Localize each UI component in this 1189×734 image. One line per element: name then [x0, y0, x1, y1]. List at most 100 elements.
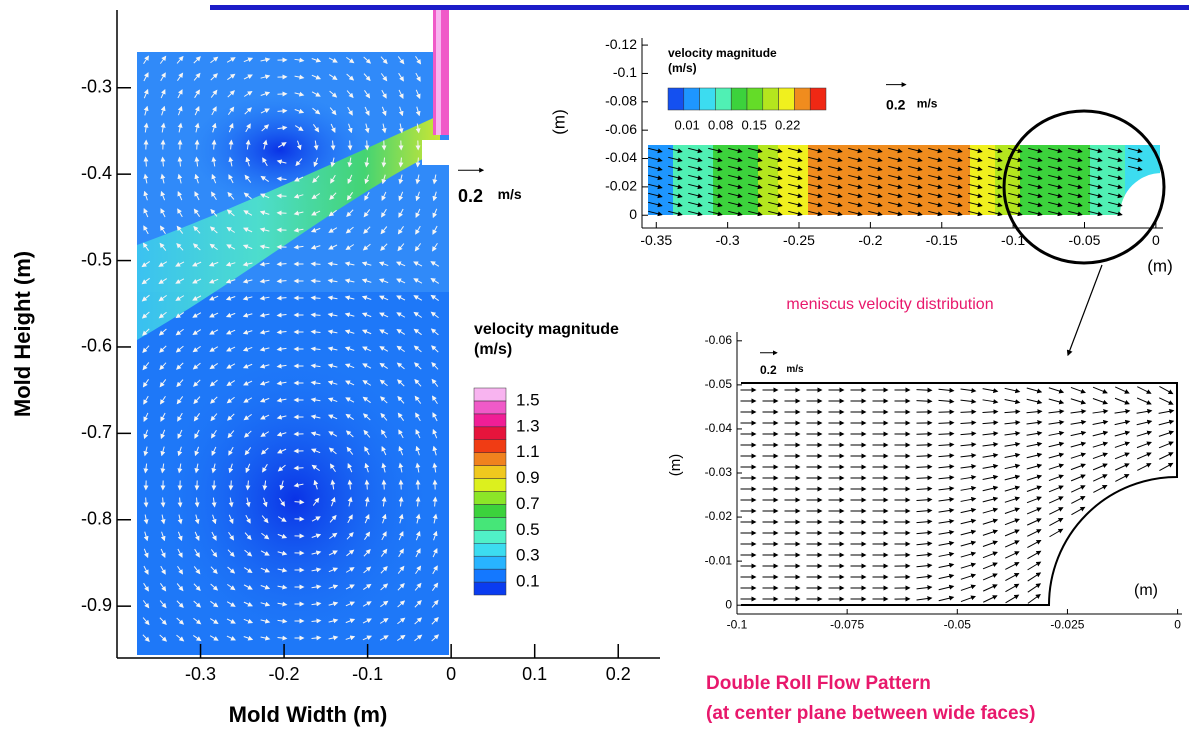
flow-arrow — [381, 462, 387, 473]
flow-arrow — [848, 165, 863, 172]
flow-arrow — [159, 379, 167, 388]
flow-arrow — [708, 183, 723, 190]
flow-arrow — [311, 533, 322, 539]
flow-arrow — [363, 56, 372, 64]
flow-arrow — [259, 346, 270, 352]
flow-arrow — [1108, 165, 1123, 172]
flow-arrow — [748, 210, 763, 217]
flow-arrow — [228, 531, 235, 541]
flow-arrow — [432, 548, 438, 558]
flow-arrow — [159, 225, 166, 235]
flow-arrow — [888, 147, 903, 154]
flow-arrow — [160, 105, 166, 116]
flow-arrow — [175, 345, 184, 353]
y-tick-label: -0.7 — [81, 422, 112, 442]
y-tick-label: -0.8 — [81, 509, 112, 529]
flow-arrow — [177, 105, 183, 116]
flow-arrow — [398, 72, 404, 82]
flow-arrow — [311, 57, 322, 63]
flow-arrow — [868, 210, 883, 217]
flow-arrow — [960, 518, 977, 525]
flow-arrow — [228, 463, 234, 474]
flow-arrow — [378, 261, 389, 267]
flow-arrow — [888, 174, 903, 181]
flow-arrow — [160, 89, 166, 99]
flow-arrow — [276, 312, 287, 318]
flow-arrow — [988, 156, 1003, 163]
flow-arrow — [916, 585, 933, 591]
flow-arrow — [688, 192, 703, 199]
flow-arrows — [141, 55, 440, 642]
colorbar-tick-label: 1.5 — [516, 390, 540, 409]
flow-arrow — [1048, 463, 1065, 470]
flow-arrow — [176, 617, 185, 625]
flow-arrow — [226, 601, 236, 607]
flow-arrow — [327, 346, 338, 352]
flow-arrow — [1026, 463, 1043, 470]
flow-arrow — [345, 601, 356, 607]
flow-arrow — [379, 329, 389, 335]
flow-arrow — [868, 174, 883, 181]
flow-arrow — [380, 583, 389, 591]
flow-arrow — [708, 147, 723, 154]
flow-arrow — [310, 363, 321, 369]
flow-arrow — [728, 183, 743, 190]
flow-arrow — [768, 165, 783, 172]
flow-arrow — [193, 617, 202, 625]
flow-arrow — [982, 496, 999, 503]
flow-arrow — [430, 328, 439, 336]
flow-arrow — [938, 420, 955, 426]
flow-arrow — [413, 261, 423, 267]
nozzle-port — [422, 140, 449, 165]
flow-arrow — [1114, 419, 1131, 426]
flow-arrow — [908, 165, 923, 172]
caption: Double Roll Flow Pattern — [706, 673, 931, 694]
flow-arrow — [1136, 430, 1153, 437]
flow-arrow — [381, 89, 387, 99]
flow-arrow — [398, 106, 404, 117]
flow-arrow — [380, 73, 388, 82]
y-tick-label: -0.5 — [81, 249, 112, 269]
flow-arrow — [177, 173, 183, 184]
flow-arrow — [363, 209, 371, 218]
flow-arrow — [379, 635, 389, 641]
flow-arrow — [209, 346, 219, 352]
flow-arrow — [176, 396, 184, 405]
flow-arrow — [848, 192, 863, 199]
flow-arrow — [1028, 183, 1043, 190]
flow-arrow — [194, 514, 200, 525]
flow-arrow — [1005, 572, 1020, 581]
flow-arrow — [276, 329, 287, 335]
flow-arrow — [209, 635, 219, 641]
flow-arrow — [988, 174, 1003, 181]
flow-arrow — [748, 156, 763, 163]
y-axis-title: (m) — [549, 109, 568, 134]
flow-arrow — [728, 201, 743, 208]
y-tick-label: -0.02 — [705, 509, 733, 523]
flow-arrow — [1092, 409, 1109, 414]
flow-arrow — [259, 227, 270, 233]
flow-arrow — [330, 479, 336, 490]
flow-arrow — [1027, 550, 1042, 560]
flow-arrow — [415, 513, 421, 524]
flow-arrow — [938, 508, 955, 513]
flow-arrow — [142, 242, 149, 251]
colorbar-swatch — [730, 87, 748, 111]
flow-arrow — [347, 496, 353, 507]
flow-arrow — [226, 209, 235, 217]
flow-arrow — [277, 464, 286, 472]
flow-arrow — [193, 635, 202, 642]
flow-arrow — [310, 244, 321, 250]
flow-arrow — [194, 429, 200, 439]
flow-arrow — [1026, 409, 1043, 415]
flow-arrow — [960, 464, 977, 469]
flow-arrow — [158, 294, 167, 302]
flow-arrow — [260, 431, 270, 437]
flow-arrow — [398, 174, 404, 185]
flow-arrow — [293, 482, 304, 488]
flow-arrow — [379, 379, 388, 387]
flow-arrow — [192, 312, 202, 318]
flow-arrow — [1158, 430, 1175, 437]
flow-arrow — [193, 225, 201, 234]
flow-arrow — [160, 173, 166, 184]
